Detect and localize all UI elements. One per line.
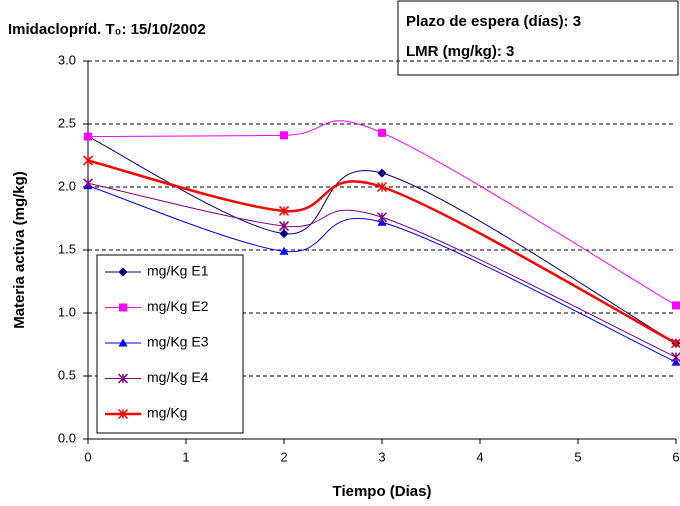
y-axis-label: Materia activa (mg/kg) <box>11 171 28 329</box>
marker-shape <box>119 303 127 312</box>
marker-shape <box>670 338 680 349</box>
marker-shape <box>670 352 680 363</box>
marker-shape <box>672 301 680 310</box>
marker <box>118 338 128 347</box>
series-line <box>87 185 677 363</box>
marker <box>118 267 128 277</box>
y-tick-label: 3.0 <box>58 52 76 67</box>
marker <box>376 181 388 193</box>
x-axis-label: Tiempo (Dias) <box>333 483 432 500</box>
series-line <box>87 120 677 306</box>
marker-shape <box>117 408 129 420</box>
marker <box>672 301 680 310</box>
legend-label: mg/Kg E3 <box>147 334 209 350</box>
marker-shape <box>279 246 289 255</box>
x-tick-label: 6 <box>672 449 679 464</box>
marker <box>376 212 388 223</box>
y-tick-label: 2.0 <box>58 178 76 193</box>
marker-shape <box>117 373 129 384</box>
series-line <box>87 182 677 358</box>
y-tick-label: 2.5 <box>58 115 76 130</box>
marker-shape <box>377 168 387 178</box>
marker <box>279 229 289 239</box>
chart-title: Imidaclopríd. T₀: 15/10/2002 <box>8 21 206 38</box>
marker-shape <box>376 181 388 193</box>
marker-shape <box>279 229 289 239</box>
marker-shape <box>278 205 290 216</box>
annotation-box <box>397 0 679 76</box>
marker <box>82 155 94 166</box>
legend-label: mg/Kg <box>147 405 187 421</box>
marker <box>279 246 289 255</box>
marker-shape <box>378 128 386 137</box>
marker-shape <box>278 221 290 232</box>
marker-shape <box>118 267 128 277</box>
annotation: Plazo de espera (días): 3 <box>406 13 581 30</box>
marker <box>377 168 387 178</box>
marker <box>671 357 680 366</box>
x-tick-label: 5 <box>574 449 581 464</box>
marker-shape <box>84 132 92 141</box>
marker <box>82 178 94 189</box>
marker <box>670 338 680 349</box>
marker <box>670 352 680 363</box>
marker <box>117 408 129 420</box>
marker <box>84 132 92 141</box>
marker-shape <box>118 338 128 347</box>
legend-label: mg/Kg E4 <box>147 369 209 385</box>
marker-shape <box>376 212 388 223</box>
marker <box>378 128 386 137</box>
x-tick-label: 0 <box>84 449 91 464</box>
marker <box>280 131 288 140</box>
marker-shape <box>82 155 94 166</box>
marker <box>119 303 127 312</box>
legend-label: mg/Kg E2 <box>147 298 209 314</box>
x-tick-label: 4 <box>476 449 483 464</box>
marker-shape <box>377 217 387 226</box>
annotation: LMR (mg/kg): 3 <box>406 43 514 60</box>
marker <box>117 373 129 384</box>
x-tick-label: 3 <box>378 449 385 464</box>
y-tick-label: 1.5 <box>58 241 76 256</box>
y-tick-label: 0.5 <box>58 367 76 382</box>
marker-shape <box>280 131 288 140</box>
marker <box>278 205 290 216</box>
y-tick-label: 0.0 <box>58 430 76 445</box>
marker <box>377 217 387 226</box>
marker-shape <box>82 178 94 189</box>
marker <box>278 221 290 232</box>
series-line <box>87 159 677 345</box>
marker-shape <box>671 357 680 366</box>
legend-label: mg/Kg E1 <box>147 263 209 279</box>
x-tick-label: 2 <box>280 449 287 464</box>
x-tick-label: 1 <box>182 449 189 464</box>
y-tick-label: 1.0 <box>58 304 76 319</box>
